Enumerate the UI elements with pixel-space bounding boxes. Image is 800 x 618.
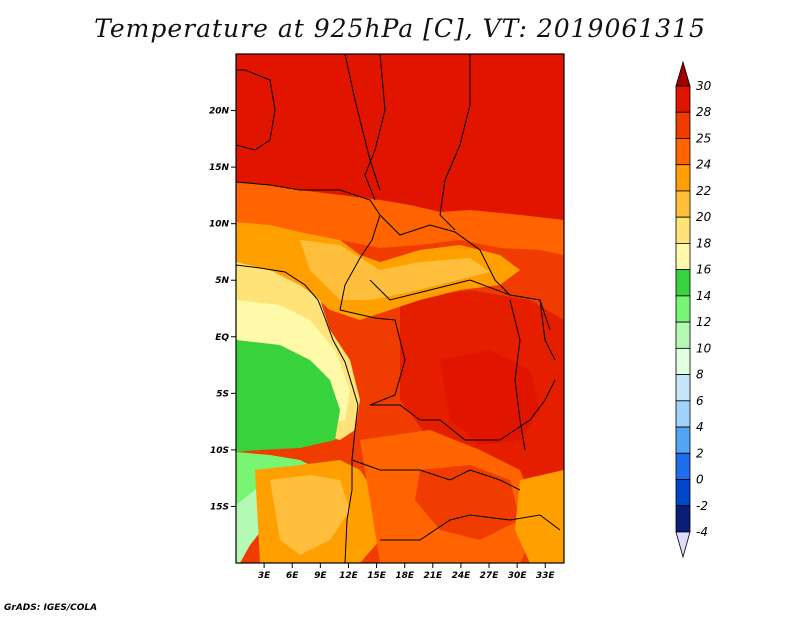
colorbar-segment [675,164,691,192]
colorbar-segment [675,400,691,428]
lon-tick-label: 3E [258,571,271,581]
lat-tick-label: 20N [209,107,230,117]
colorbar-label: 8 [696,368,704,382]
colorbar-segment [675,347,691,375]
lon-tick-label: 6E [286,571,299,581]
colorbar-label: 6 [696,394,704,408]
map-title: Temperature at 925hPa [C], VT: 201906131… [94,14,706,43]
colorbar-segment [675,216,691,244]
credit-footer: GrADS: IGES/COLA [4,603,98,613]
lat-tick-label: 10N [209,220,230,230]
colorbar-label: 16 [696,263,712,277]
lon-tick-label: 24E [452,571,472,581]
colorbar-label: 2 [696,446,704,460]
lat-tick-label: 5S [216,389,229,399]
colorbar-bottom-arrow [675,531,691,559]
colorbar-label: 24 [696,158,711,172]
lat-tick-label: 5N [215,276,229,286]
colorbar-segment [675,138,691,166]
lon-tick-label: 33E [536,571,556,581]
colorbar-label: 18 [696,236,712,250]
colorbar-segment [675,295,691,323]
lat-tick-label: EQ [215,333,229,343]
colorbar-segment [675,479,691,507]
temperature-field [236,54,564,563]
colorbar-segment [675,426,691,454]
colorbar-segment [675,190,691,218]
colorbar-segment [675,452,691,480]
colorbar-segment [675,321,691,349]
lat-tick-label: 10S [210,446,229,456]
lon-tick-label: 15E [367,571,387,581]
colorbar-label: 12 [696,315,711,329]
colorbar-label: 30 [696,79,712,93]
colorbar-top-arrow [675,60,691,87]
colorbar-label: -4 [696,525,708,539]
lat-axis: 20N 15N 10N 5N EQ 5S 10S 15S [209,107,236,512]
colorbar-label: 14 [696,289,711,303]
colorbar-label: 25 [696,131,711,145]
lat-tick-label: 15N [209,163,230,173]
colorbar-label: 0 [696,473,704,487]
colorbar-segment [675,243,691,271]
colorbar-segment [675,269,691,297]
colorbar-label: 28 [696,105,712,119]
colorbar-label: 10 [696,341,712,355]
colorbar-segment [675,85,691,113]
colorbar-label: 20 [696,210,712,224]
lon-tick-label: 21E [423,571,443,581]
lat-tick-label: 15S [210,502,229,512]
colorbar-label: -2 [696,499,708,513]
colorbar-label: 22 [696,184,711,198]
country-borders [236,54,561,563]
colorbar-segment [675,111,691,139]
colorbar-label: 4 [696,420,704,434]
lon-axis: 3E 6E 9E 12E 15E 18E 21E 24E 27E 30E 33E [258,563,556,581]
lon-tick-label: 12E [339,571,359,581]
lon-tick-label: 30E [508,571,528,581]
lon-tick-label: 18E [395,571,415,581]
lon-tick-label: 9E [314,571,327,581]
map-frame [235,53,565,564]
lon-tick-label: 27E [480,571,500,581]
colorbar-segment [675,374,691,402]
colorbar-segment [675,505,691,533]
